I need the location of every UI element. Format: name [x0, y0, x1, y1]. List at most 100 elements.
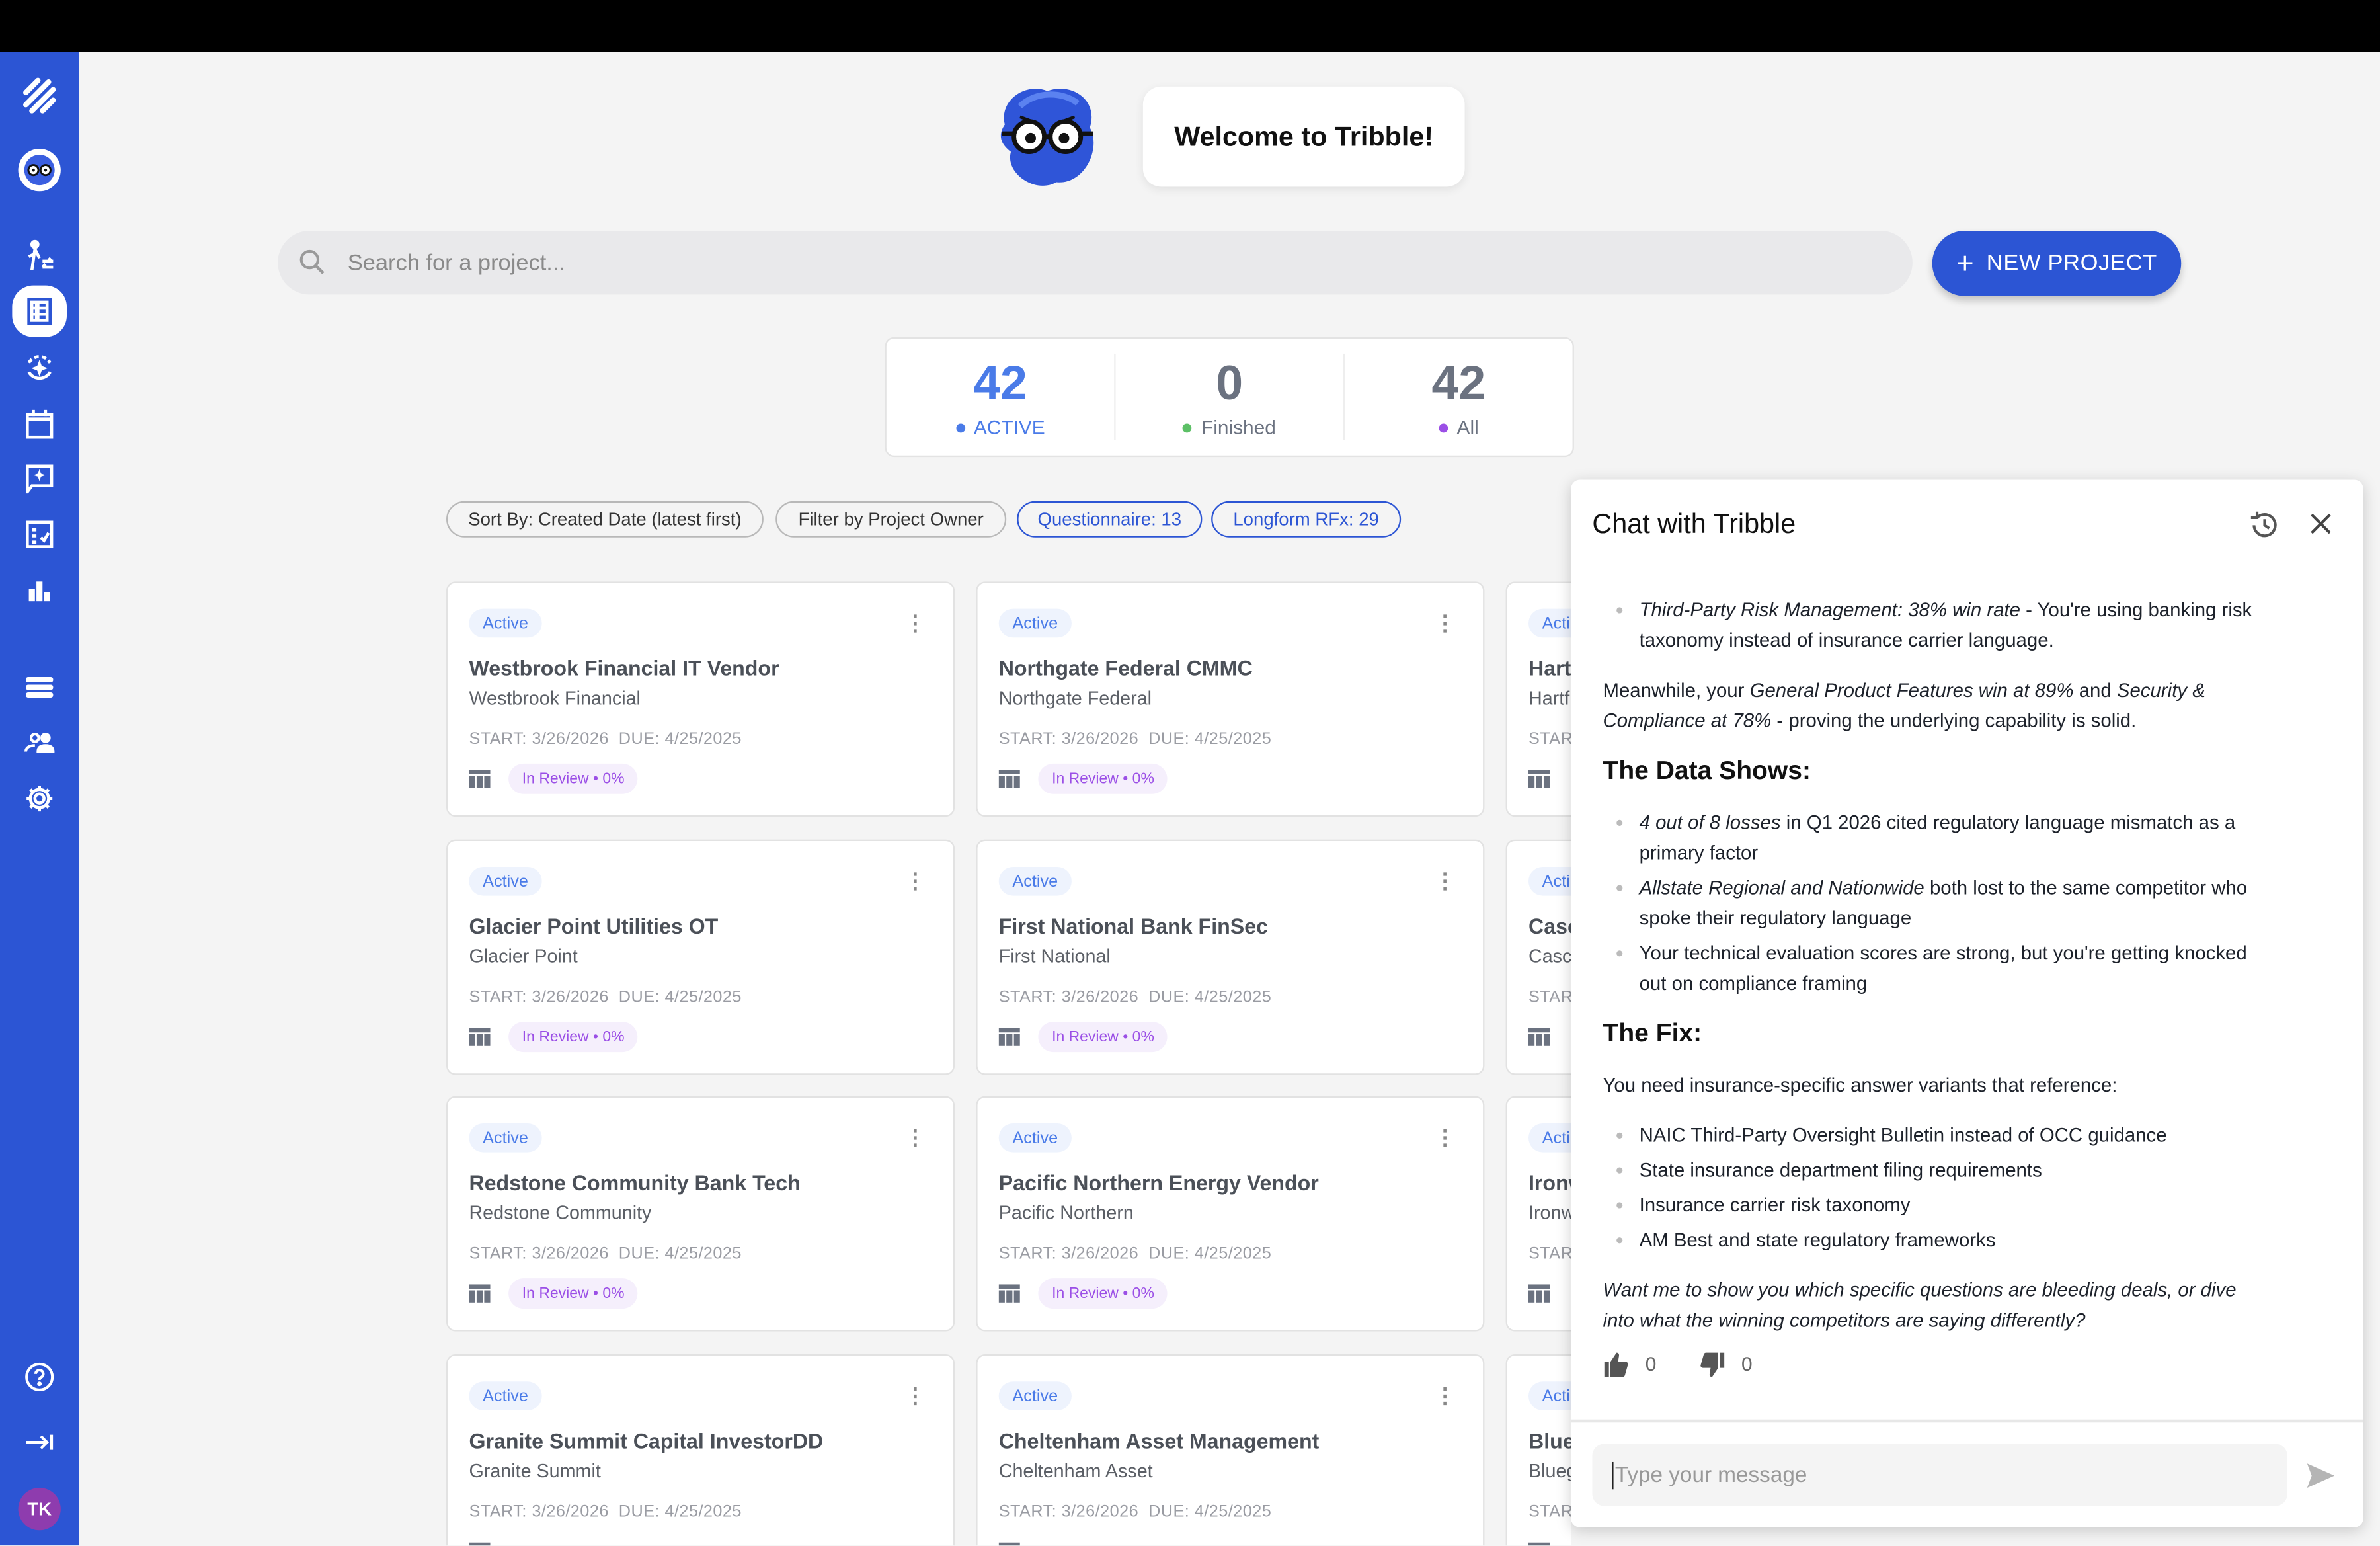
project-title: Pacific Northern Energy Vendor: [998, 1170, 1319, 1195]
handoff-icon[interactable]: [12, 234, 67, 280]
project-dates: STAR: [1528, 730, 1571, 749]
text-segment: - proving the underlying capability is s…: [1771, 709, 2137, 732]
project-client: Hartf: [1528, 688, 1570, 710]
more-options-icon[interactable]: ⋮: [1434, 1125, 1456, 1150]
calendar-icon[interactable]: [12, 401, 67, 446]
more-options-icon[interactable]: ⋮: [904, 868, 926, 893]
start-date: STAR: [1528, 730, 1571, 749]
project-stats: 42 ACTIVE 0 Finished 42 All: [885, 337, 1574, 458]
project-title: Cheltenham Asset Management: [998, 1428, 1320, 1453]
search-icon: [299, 249, 325, 274]
more-options-icon[interactable]: ⋮: [904, 1383, 926, 1408]
ai-chat-icon[interactable]: [12, 456, 67, 501]
message-input[interactable]: [1612, 1461, 2256, 1489]
start-date: START: 3/26/2026: [469, 730, 609, 749]
thumbs-down-count: 0: [1741, 1352, 1753, 1376]
collapse-sidebar-icon[interactable]: [12, 1420, 67, 1465]
project-dates: START: 3/26/2026 DUE: 4/25/2025: [469, 989, 742, 1007]
status-badge: Active: [469, 866, 542, 896]
project-title: Blue: [1528, 1428, 1571, 1453]
chat-paragraph: Want me to show you which specific quest…: [1603, 1276, 2270, 1336]
review-progress-badge: In Review • 0%: [1038, 763, 1168, 794]
project-card[interactable]: Active ⋮ First National Bank FinSec First N…: [976, 839, 1485, 1075]
new-project-button[interactable]: + NEW PROJECT: [1932, 230, 2182, 296]
project-client: Cheltenham Asset: [998, 1460, 1153, 1482]
status-badge: Active: [469, 608, 542, 638]
review-progress-badge: In Review • 0%: [1038, 1278, 1168, 1309]
project-card[interactable]: Active ⋮ Granite Summit Capital InvestorDD…: [446, 1354, 955, 1546]
status-badge: Active: [469, 1381, 542, 1410]
project-card[interactable]: Active ⋮ Northgate Federal CMMC Northgate F…: [976, 581, 1485, 817]
close-icon[interactable]: [2306, 509, 2336, 539]
settings-icon[interactable]: [12, 776, 67, 821]
chat-paragraph: Meanwhile, your General Product Features…: [1603, 676, 2270, 737]
checklist-icon[interactable]: [12, 512, 67, 557]
database-icon[interactable]: [12, 665, 67, 711]
history-icon[interactable]: [2248, 509, 2281, 542]
stat-label: Finished: [1201, 416, 1276, 439]
start-date: START: 3/26/2026: [998, 1244, 1139, 1264]
questionnaire-filter[interactable]: Questionnaire: 13: [1017, 501, 1203, 538]
analytics-icon[interactable]: [12, 568, 67, 614]
due-date: DUE: 4/25/2025: [1148, 730, 1272, 749]
stat-all[interactable]: 42 All: [1345, 354, 1572, 440]
tribble-logo-icon[interactable]: [12, 73, 67, 118]
longform-filter[interactable]: Longform RFx: 29: [1211, 501, 1402, 538]
stat-active[interactable]: 42 ACTIVE: [887, 353, 1116, 440]
project-dates: START: 3/26/2026 DUE: 4/25/2025: [469, 730, 742, 749]
search-input[interactable]: [344, 248, 1717, 278]
text-segment: - You're using banking risk taxonomy ins…: [1639, 598, 2252, 651]
stat-value: 42: [973, 355, 1027, 410]
text-segment: 4 out of 8 losses: [1639, 811, 1781, 834]
list-item: AM Best and state regulatory frameworks: [1640, 1225, 2271, 1256]
mascot-avatar-icon[interactable]: [12, 147, 67, 193]
project-card[interactable]: Acti Blue Blueg STAR: [1505, 1354, 1571, 1546]
project-client: Northgate Federal: [998, 688, 1152, 710]
thumbs-up-icon[interactable]: [1603, 1351, 1630, 1378]
project-client: Blueg: [1528, 1460, 1571, 1482]
more-options-icon[interactable]: ⋮: [904, 610, 926, 635]
more-options-icon[interactable]: ⋮: [1434, 868, 1456, 893]
due-date: DUE: 4/25/2025: [618, 988, 742, 1007]
more-options-icon[interactable]: ⋮: [904, 1125, 926, 1150]
more-options-icon[interactable]: ⋮: [1434, 1383, 1456, 1408]
due-date: DUE: 4/25/2025: [1148, 1502, 1272, 1522]
project-card[interactable]: Acti Ironw Ironw STAR: [1505, 1096, 1571, 1332]
more-options-icon[interactable]: ⋮: [1434, 610, 1456, 635]
project-card[interactable]: Acti Hart Hartf STAR: [1505, 581, 1571, 817]
project-card[interactable]: Active ⋮ Pacific Northern Energy Vendor Pac…: [976, 1096, 1485, 1332]
chat-heading: The Data Shows:: [1603, 756, 1811, 785]
project-search[interactable]: [278, 230, 1913, 295]
project-title: Westbrook Financial IT Vendor: [469, 655, 779, 680]
user-avatar[interactable]: TK: [18, 1488, 61, 1531]
project-title: Hart: [1528, 655, 1571, 680]
chat-composer: [1571, 1419, 2363, 1527]
stat-finished[interactable]: 0 Finished: [1116, 353, 1345, 440]
status-badge: Acti: [1528, 866, 1571, 896]
help-icon[interactable]: [12, 1354, 67, 1400]
project-card[interactable]: Active ⋮ Westbrook Financial IT Vendor West…: [446, 581, 955, 817]
projects-list-icon[interactable]: [12, 285, 67, 337]
table-icon: [998, 1028, 1020, 1046]
owner-filter[interactable]: Filter by Project Owner: [775, 501, 1007, 538]
sort-dropdown[interactable]: Sort By: Created Date (latest first): [446, 501, 764, 538]
project-card[interactable]: Active ⋮ Redstone Community Bank Tech Redst…: [446, 1096, 955, 1332]
project-client: Redstone Community: [469, 1202, 652, 1224]
project-card[interactable]: Active ⋮ Glacier Point Utilities OT Glacier…: [446, 839, 955, 1075]
text-segment: and: [2073, 678, 2117, 702]
users-icon[interactable]: [12, 719, 67, 765]
thumbs-down-icon[interactable]: [1699, 1351, 1726, 1378]
message-box[interactable]: [1592, 1444, 2287, 1506]
project-client: Ironw: [1528, 1202, 1571, 1224]
project-card[interactable]: Active ⋮ Cheltenham Asset Management Chelte…: [976, 1354, 1485, 1546]
review-progress-badge: In Review • 0%: [508, 1022, 639, 1053]
send-icon[interactable]: [2306, 1462, 2336, 1489]
review-progress-badge: In Review • 0%: [508, 763, 639, 794]
project-card[interactable]: Acti Casc Casc STAR: [1505, 839, 1571, 1075]
ai-cycle-icon[interactable]: [12, 345, 67, 390]
status-badge: Active: [998, 1381, 1072, 1410]
text-segment: Security & Compliance at 78%: [1603, 678, 2205, 732]
text-segment: NAIC Third-Party Oversight Bulletin inst…: [1639, 1123, 2167, 1147]
project-title: Glacier Point Utilities OT: [469, 914, 719, 938]
chat-message: Third-Party Risk Management: 38% win rat…: [1603, 595, 2270, 1380]
